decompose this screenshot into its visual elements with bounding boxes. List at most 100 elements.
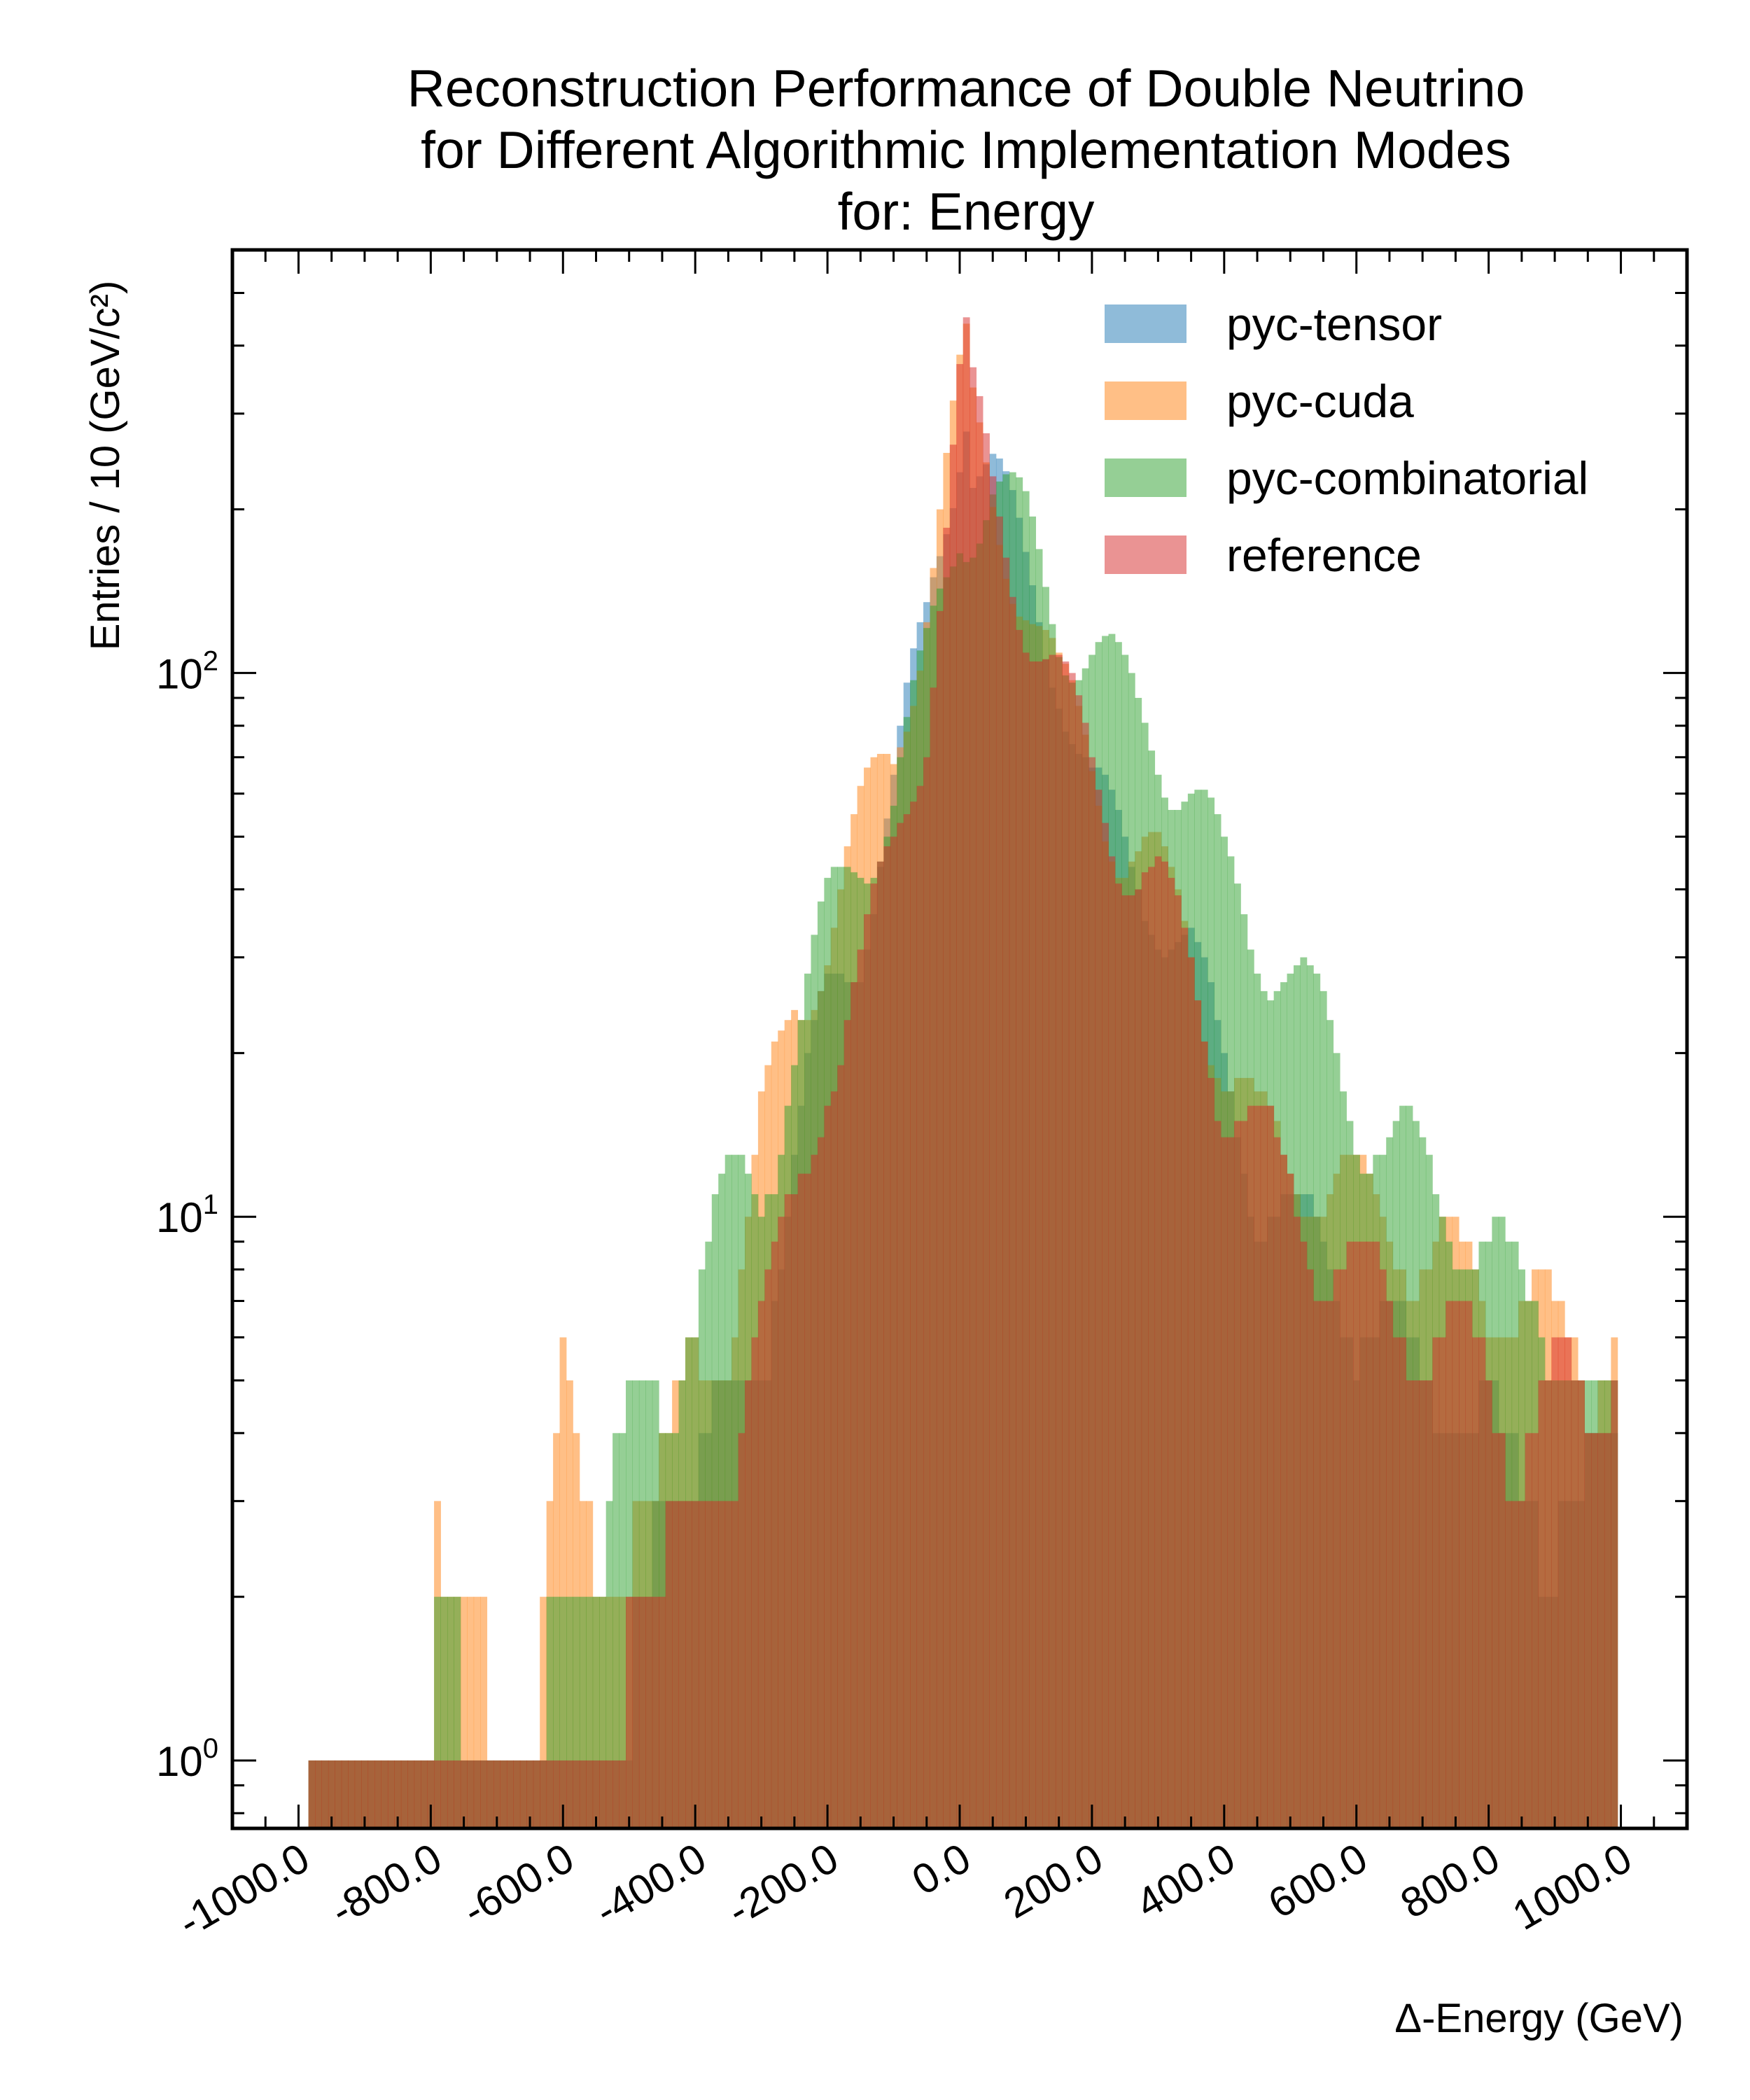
bar-reference — [638, 1597, 646, 1828]
bar-reference — [1227, 1137, 1235, 1828]
bar-reference — [467, 1760, 475, 1828]
x-tick-label: -800.0 — [323, 1834, 449, 1934]
bar-reference — [1419, 1380, 1427, 1828]
bar-reference — [1485, 1380, 1492, 1828]
bar-reference — [434, 1760, 441, 1828]
bar-reference — [718, 1501, 726, 1828]
bar-reference — [995, 516, 1003, 1828]
bar-reference — [315, 1760, 322, 1828]
bar-reference — [1062, 661, 1070, 1828]
bar-reference — [1154, 856, 1162, 1828]
bar-reference — [930, 687, 937, 1828]
bar-reference — [1544, 1380, 1552, 1828]
x-axis-label: Δ-Energy (GeV) — [1394, 1996, 1684, 2041]
bar-pyc-cuda — [480, 1597, 488, 1828]
bar-reference — [778, 1217, 785, 1828]
bar-reference — [533, 1760, 540, 1828]
y-axis-label: Entries / 10 (GeV/c²) — [83, 281, 128, 651]
x-tick-label: -200.0 — [720, 1834, 846, 1934]
bar-reference — [1254, 1105, 1261, 1828]
bar-pyc-combinatorial — [454, 1597, 461, 1828]
bar-reference — [824, 1105, 832, 1828]
bar-reference — [1141, 872, 1149, 1828]
bar-reference — [1161, 861, 1168, 1828]
bar-reference — [903, 814, 911, 1828]
bar-reference — [923, 757, 930, 1828]
bar-reference — [421, 1760, 428, 1828]
x-tick-label: 800.0 — [1393, 1834, 1508, 1927]
x-tick-label: -600.0 — [455, 1834, 582, 1934]
bar-reference — [1128, 895, 1135, 1828]
bar-reference — [1055, 654, 1063, 1828]
bar-reference — [659, 1597, 666, 1828]
histogram-bars — [308, 317, 1618, 1829]
bar-reference — [897, 822, 904, 1828]
bar-reference — [381, 1760, 388, 1828]
bar-pyc-combinatorial — [434, 1597, 441, 1828]
bar-reference — [480, 1760, 488, 1828]
bar-reference — [830, 1091, 838, 1828]
bar-pyc-combinatorial — [606, 1501, 613, 1828]
y-tick-label: 101 — [156, 1189, 218, 1241]
bar-reference — [890, 836, 897, 1828]
bar-reference — [1082, 722, 1089, 1828]
bar-reference — [876, 861, 884, 1828]
y-tick-label: 102 — [156, 645, 218, 697]
bar-reference — [870, 883, 878, 1828]
bar-reference — [526, 1760, 534, 1828]
legend-swatch — [1105, 304, 1186, 343]
y-tick-label: 100 — [156, 1733, 218, 1785]
bar-reference — [1584, 1433, 1592, 1828]
bar-reference — [1346, 1241, 1354, 1828]
bar-reference — [1432, 1337, 1440, 1828]
bar-reference — [1214, 1121, 1222, 1828]
bar-reference — [1465, 1301, 1473, 1828]
bar-pyc-cuda — [559, 1337, 567, 1828]
legend-entry-reference: reference — [1105, 529, 1422, 581]
bar-reference — [1233, 1121, 1241, 1828]
x-tick-label: -400.0 — [587, 1834, 714, 1934]
bar-reference — [1452, 1301, 1460, 1828]
bar-reference — [626, 1597, 633, 1828]
bar-reference — [1306, 1269, 1314, 1828]
bar-reference — [698, 1501, 706, 1828]
bar-reference — [1108, 856, 1116, 1828]
bar-reference — [1538, 1380, 1546, 1828]
bar-reference — [1551, 1337, 1559, 1828]
bar-pyc-combinatorial — [732, 1154, 738, 1828]
bar-reference — [1121, 895, 1129, 1828]
bar-reference — [1187, 957, 1195, 1828]
bar-reference — [407, 1760, 415, 1828]
bar-reference — [454, 1760, 461, 1828]
bar-reference — [440, 1760, 448, 1828]
title-line-1: Reconstruction Performance of Double Neu… — [407, 59, 1525, 118]
bar-reference — [1333, 1269, 1340, 1828]
bar-reference — [1088, 757, 1096, 1828]
bar-reference — [1459, 1301, 1466, 1828]
bar-reference — [414, 1760, 421, 1828]
bar-pyc-cuda — [473, 1597, 481, 1828]
bar-reference — [566, 1760, 573, 1828]
bar-reference — [1604, 1433, 1611, 1828]
bar-reference — [969, 367, 977, 1829]
bar-reference — [764, 1269, 772, 1828]
legend-label: reference — [1226, 529, 1422, 581]
x-tick-label: -1000.0 — [170, 1834, 317, 1946]
legend-swatch — [1105, 458, 1186, 497]
bar-reference — [500, 1760, 507, 1828]
bar-reference — [1174, 895, 1182, 1828]
bar-pyc-combinatorial — [546, 1597, 554, 1828]
legend-label: pyc-tensor — [1226, 298, 1442, 350]
bar-reference — [916, 785, 924, 1828]
bar-reference — [1320, 1301, 1327, 1828]
bar-reference — [606, 1760, 613, 1828]
legend-label: pyc-combinatorial — [1226, 452, 1588, 504]
bar-reference — [732, 1501, 738, 1828]
bar-reference — [724, 1501, 732, 1828]
bar-reference — [1446, 1301, 1453, 1828]
bar-reference — [1373, 1241, 1380, 1828]
bar-reference — [1406, 1380, 1413, 1828]
bar-reference — [844, 1020, 851, 1828]
bar-reference — [1247, 1105, 1254, 1828]
bar-reference — [1280, 1154, 1287, 1828]
